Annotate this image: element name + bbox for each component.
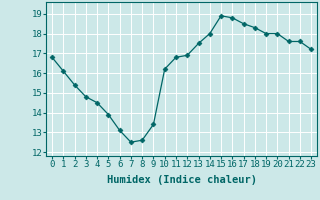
X-axis label: Humidex (Indice chaleur): Humidex (Indice chaleur) [107,175,257,185]
